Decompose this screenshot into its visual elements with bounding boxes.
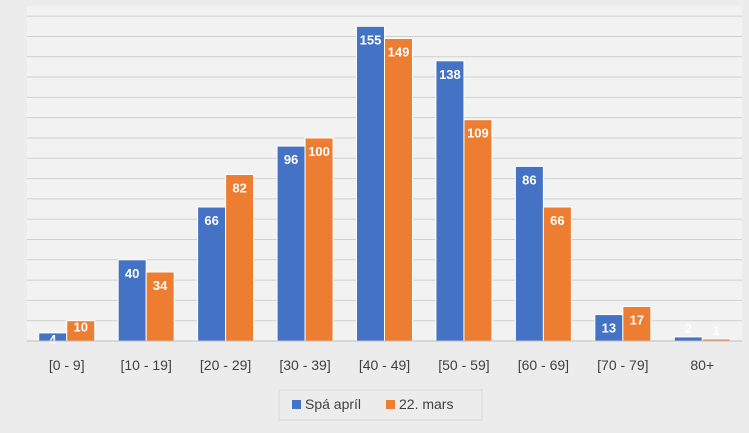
legend-box bbox=[278, 389, 483, 421]
data-label: 155 bbox=[360, 32, 382, 47]
data-label: 13 bbox=[602, 321, 616, 336]
data-label: 66 bbox=[204, 213, 218, 228]
bar-spa-april bbox=[356, 25, 385, 342]
bar-22-mars bbox=[542, 206, 572, 342]
bar-spa-april bbox=[276, 145, 306, 342]
data-label: 4 bbox=[49, 332, 57, 347]
x-tick-label: [70 - 79] bbox=[597, 357, 648, 373]
legend-swatch bbox=[386, 400, 395, 409]
bar-22-mars bbox=[463, 119, 493, 342]
data-label: 86 bbox=[522, 172, 536, 187]
bar-spa-april bbox=[514, 165, 544, 342]
bar-spa-april bbox=[673, 336, 703, 342]
data-label: 10 bbox=[73, 320, 87, 335]
bar-spa-april bbox=[435, 60, 465, 342]
bar-22-mars bbox=[304, 137, 334, 342]
legend: Spá apríl 22. mars bbox=[278, 389, 483, 421]
legend-label: 22. mars bbox=[399, 396, 453, 412]
x-tick-label: [50 - 59] bbox=[438, 357, 489, 373]
x-tick-label: [60 - 69] bbox=[518, 357, 569, 373]
x-tick-label: 80+ bbox=[690, 357, 714, 373]
x-tick-label: [10 - 19] bbox=[120, 357, 171, 373]
bar-22-mars bbox=[145, 271, 175, 342]
data-label: 66 bbox=[550, 213, 564, 228]
data-label: 2 bbox=[685, 321, 692, 336]
x-tick-label: [40 - 49] bbox=[359, 357, 410, 373]
data-label: 40 bbox=[125, 266, 139, 281]
data-label: 17 bbox=[630, 312, 644, 327]
x-tick-label: [30 - 39] bbox=[279, 357, 330, 373]
bar-22-mars bbox=[225, 174, 255, 342]
legend-swatch bbox=[292, 400, 301, 409]
x-tick-label: [0 - 9] bbox=[49, 357, 85, 373]
data-label: 1 bbox=[713, 323, 720, 338]
data-label: 109 bbox=[467, 126, 489, 141]
data-label: 96 bbox=[284, 152, 298, 167]
x-tick-label: [20 - 29] bbox=[200, 357, 251, 373]
data-label: 82 bbox=[232, 181, 246, 196]
bar-22-mars bbox=[384, 37, 413, 342]
data-label: 34 bbox=[153, 278, 168, 293]
legend-label: Spá apríl bbox=[305, 396, 361, 412]
data-label: 149 bbox=[388, 44, 410, 59]
data-label: 138 bbox=[439, 67, 461, 82]
bar-22-mars bbox=[622, 305, 652, 342]
data-label: 100 bbox=[308, 144, 330, 159]
